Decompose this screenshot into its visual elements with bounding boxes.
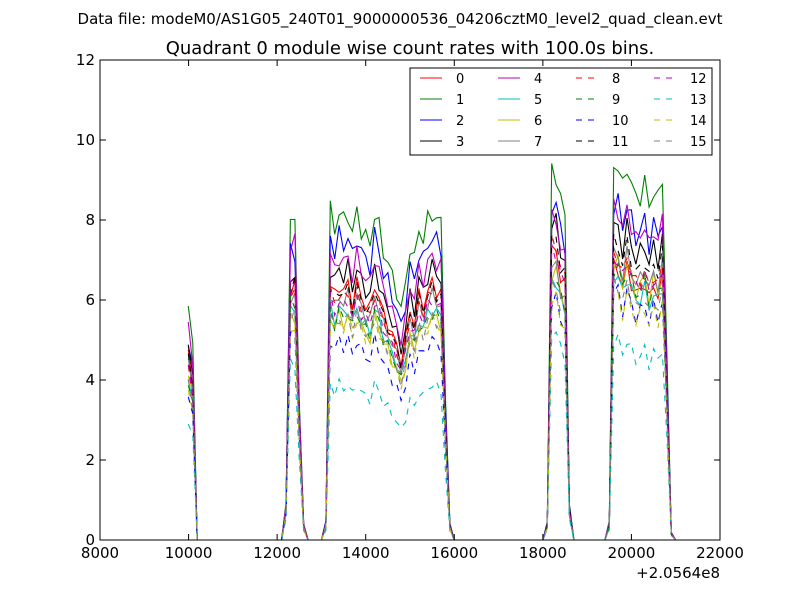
legend-label-0: 0 — [456, 72, 464, 87]
y-axis-tick-labels: 0 2 4 6 8 10 12 — [76, 51, 95, 549]
y-tick-label: 10 — [76, 131, 95, 149]
legend-label-8: 8 — [612, 72, 620, 87]
legend-label-4: 4 — [534, 72, 542, 87]
series-line-15 — [187, 276, 677, 541]
x-tick-label: 16000 — [430, 544, 478, 562]
figure-suptitle: Data file: modeM0/AS1G05_240T01_90000005… — [78, 10, 723, 29]
series-line-13 — [187, 331, 677, 541]
x-tick-label: 8000 — [81, 544, 119, 562]
y-tick-label: 12 — [76, 51, 95, 69]
legend-label-12: 12 — [690, 72, 707, 87]
legend-label-2: 2 — [456, 114, 464, 129]
x-tick-label: 18000 — [519, 544, 567, 562]
chart-title: Quadrant 0 module wise count rates with … — [166, 38, 655, 59]
legend-label-14: 14 — [690, 114, 707, 129]
legend-label-1: 1 — [456, 93, 464, 108]
x-tick-label: 22000 — [696, 544, 744, 562]
y-tick-label: 2 — [85, 451, 95, 469]
axis-ticks — [99, 59, 721, 541]
series-line-9 — [187, 261, 677, 541]
legend-label-9: 9 — [612, 93, 620, 108]
x-tick-label: 20000 — [608, 544, 656, 562]
legend-label-7: 7 — [534, 135, 542, 150]
series-layer — [187, 163, 677, 541]
x-tick-label: 10000 — [165, 544, 213, 562]
x-tick-label: 14000 — [342, 544, 390, 562]
y-tick-label: 0 — [85, 531, 95, 549]
legend-label-13: 13 — [690, 93, 707, 108]
series-line-12 — [187, 244, 677, 541]
x-axis-offset-label: +2.0564e8 — [636, 564, 720, 582]
legend-label-10: 10 — [612, 114, 629, 129]
x-tick-label: 12000 — [253, 544, 301, 562]
legend-label-3: 3 — [456, 135, 464, 150]
y-tick-label: 4 — [85, 371, 95, 389]
y-tick-label: 6 — [85, 291, 95, 309]
legend-frame — [409, 67, 713, 156]
legend-label-15: 15 — [690, 135, 707, 150]
series-line-8 — [187, 233, 677, 541]
y-tick-label: 8 — [85, 211, 95, 229]
series-line-10 — [187, 283, 677, 541]
legend-label-5: 5 — [534, 93, 542, 108]
series-line-11 — [187, 233, 677, 541]
legend-label-6: 6 — [534, 114, 542, 129]
x-axis-tick-labels: 8000 10000 12000 14000 16000 18000 20000 22000 — [81, 544, 744, 562]
legend-label-11: 11 — [612, 135, 629, 150]
